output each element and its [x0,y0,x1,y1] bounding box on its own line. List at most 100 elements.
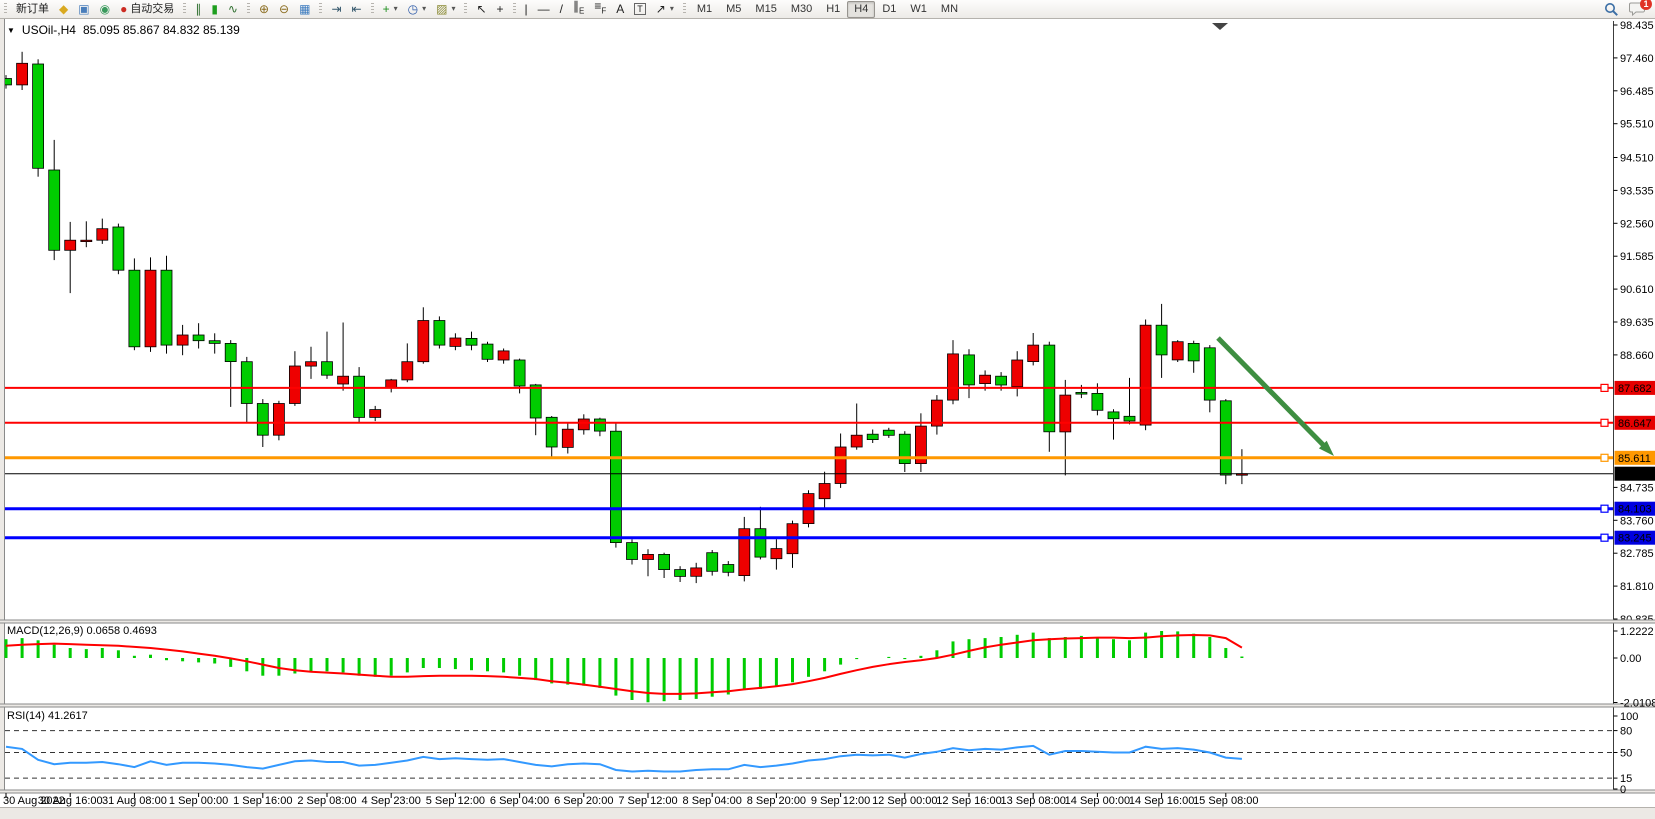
svg-text:-2.0108: -2.0108 [1620,698,1655,710]
market-watch-icon: ◉ [99,2,111,16]
profiles-icon: ▣ [78,2,90,16]
macd-indicator-label: MACD(12,26,9) 0.0658 0.4693 [7,625,157,637]
svg-text:1 Sep 16:00: 1 Sep 16:00 [233,795,292,807]
tile-windows-icon[interactable]: ▦ [294,0,315,18]
text-icon: A [616,2,625,16]
svg-text:6 Sep 04:00: 6 Sep 04:00 [490,795,549,807]
svg-text:90.610: 90.610 [1620,284,1654,296]
bar-chart-icon[interactable]: ∥ [190,0,206,18]
svg-text:0: 0 [1620,784,1626,796]
svg-text:100: 100 [1620,711,1638,723]
svg-text:88.660: 88.660 [1620,350,1654,362]
svg-text:12 Sep 00:00: 12 Sep 00:00 [872,795,937,807]
search-icon[interactable] [1604,2,1619,17]
add-indicator-icon[interactable]: + ▾ [378,0,403,18]
toolbar-grip [370,3,374,15]
fibonacci-icon[interactable]: ≡F [589,0,611,18]
zoom-out-icon: ⊖ [279,2,290,16]
svg-text:1 Sep 00:00: 1 Sep 00:00 [169,795,228,807]
template-icon: ▨ [436,2,448,16]
candlestick-chart-icon[interactable]: ▮ [206,0,223,18]
trendline-icon[interactable]: / [555,0,568,18]
new-order-button[interactable]: 新订单 [11,0,54,18]
period-icon[interactable]: ◷ ▾ [403,0,432,18]
crosshair-icon[interactable]: + [492,0,509,18]
svg-text:8 Sep 04:00: 8 Sep 04:00 [683,795,742,807]
svg-text:98.435: 98.435 [1620,20,1654,32]
timeframe-mn[interactable]: MN [940,2,959,15]
timeframe-m30[interactable]: M30 [790,2,813,15]
zoom-in-icon[interactable]: ⊕ [254,0,274,18]
toolbar-grip [4,3,7,15]
vertical-line-icon[interactable]: | [520,0,533,18]
market-watch-icon[interactable]: ◉ [95,0,115,18]
arrows-icon[interactable]: ↗ ▾ [651,0,679,18]
price-axis[interactable] [1613,19,1655,793]
timeframe-d1[interactable]: D1 [882,2,897,15]
template-icon[interactable]: ▨ ▾ [431,0,460,18]
svg-text:8 Sep 20:00: 8 Sep 20:00 [747,795,806,807]
auto-scroll-icon[interactable]: ⇥ [326,0,346,18]
timeframe-w1[interactable]: W1 [910,2,927,15]
profiles-icon[interactable]: ▣ [73,0,94,18]
horizontal-line-icon: — [537,2,550,16]
add-indicator-icon: + [382,2,390,16]
styler-icon[interactable]: ◆ [54,0,73,18]
svg-text:83.245: 83.245 [1618,533,1652,545]
svg-text:0.00: 0.00 [1620,653,1641,665]
timeframe-m15[interactable]: M15 [755,2,777,15]
toolbar-grip [319,3,323,15]
chevron-down-icon[interactable]: ▾ [393,4,398,13]
bar-chart-icon: ∥ [195,2,202,16]
svg-text:15 Sep 08:00: 15 Sep 08:00 [1193,795,1258,807]
chart-symbol-period: USOil-,H4 [21,23,76,37]
candlestick-chart-icon: ▮ [211,2,218,16]
chart-shift-icon[interactable]: ⇤ [347,0,367,18]
rsi-panel-resize-handle[interactable] [0,703,1613,708]
svg-text:83.760: 83.760 [1620,515,1654,527]
chevron-down-icon[interactable]: ▾ [451,4,456,13]
svg-text:97.460: 97.460 [1620,53,1654,65]
horizontal-line-icon[interactable]: — [533,0,555,18]
svg-text:2 Sep 08:00: 2 Sep 08:00 [297,795,356,807]
svg-text:80: 80 [1620,726,1632,738]
timeframe-h4[interactable]: H4 [847,0,876,18]
autotrading-button-label: 自动交易 [130,3,175,15]
auto-scroll-icon: ⇥ [331,2,342,16]
cursor-icon[interactable]: ↖ [471,0,491,18]
chat-icon[interactable]: 1 [1629,0,1652,16]
chart-title-collapse-icon[interactable]: ▼ [7,25,15,35]
svg-text:7 Sep 12:00: 7 Sep 12:00 [618,795,677,807]
svg-text:14 Sep 16:00: 14 Sep 16:00 [1129,795,1194,807]
trendline-icon: / [559,2,564,16]
svg-text:4 Sep 23:00: 4 Sep 23:00 [362,795,421,807]
autotrading-button[interactable]: ● 自动交易 [115,0,179,18]
channel-icon[interactable]: ∥E [568,0,589,18]
svg-text:94.510: 94.510 [1620,153,1654,165]
line-chart-icon[interactable]: ∿ [223,0,243,18]
arrows-icon: ↗ [655,2,666,16]
svg-text:1.2222: 1.2222 [1620,626,1654,638]
timeframe-h1[interactable]: H1 [826,2,841,15]
tile-windows-icon: ▦ [299,2,311,16]
styler-icon: ◆ [59,2,69,16]
label-icon[interactable]: T [629,0,651,18]
svg-text:5 Sep 12:00: 5 Sep 12:00 [426,795,485,807]
svg-text:82.785: 82.785 [1620,548,1654,560]
timeframe-m1[interactable]: M1 [696,2,713,15]
macd-panel-resize-handle[interactable] [0,619,1613,624]
cursor-icon: ↖ [476,2,487,16]
svg-text:13 Sep 08:00: 13 Sep 08:00 [1000,795,1065,807]
svg-text:30 Aug 2022: 30 Aug 2022 [3,795,65,807]
time-axis[interactable] [0,793,1613,807]
autotrading-button: ● [120,2,128,16]
timeframe-m5[interactable]: M5 [726,2,742,15]
chevron-down-icon[interactable]: ▾ [669,4,674,13]
chevron-down-icon[interactable]: ▾ [422,4,427,13]
zoom-out-icon[interactable]: ⊖ [274,0,294,18]
notification-badge: 1 [1640,0,1652,10]
text-icon[interactable]: A [611,0,629,18]
toolbar-grip [246,3,250,15]
svg-text:91.585: 91.585 [1620,251,1654,263]
